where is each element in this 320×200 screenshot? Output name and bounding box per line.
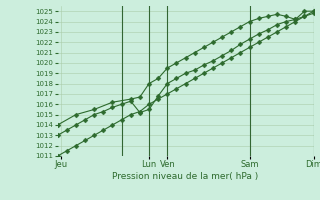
X-axis label: Pression niveau de la mer( hPa ): Pression niveau de la mer( hPa ) — [112, 172, 259, 181]
